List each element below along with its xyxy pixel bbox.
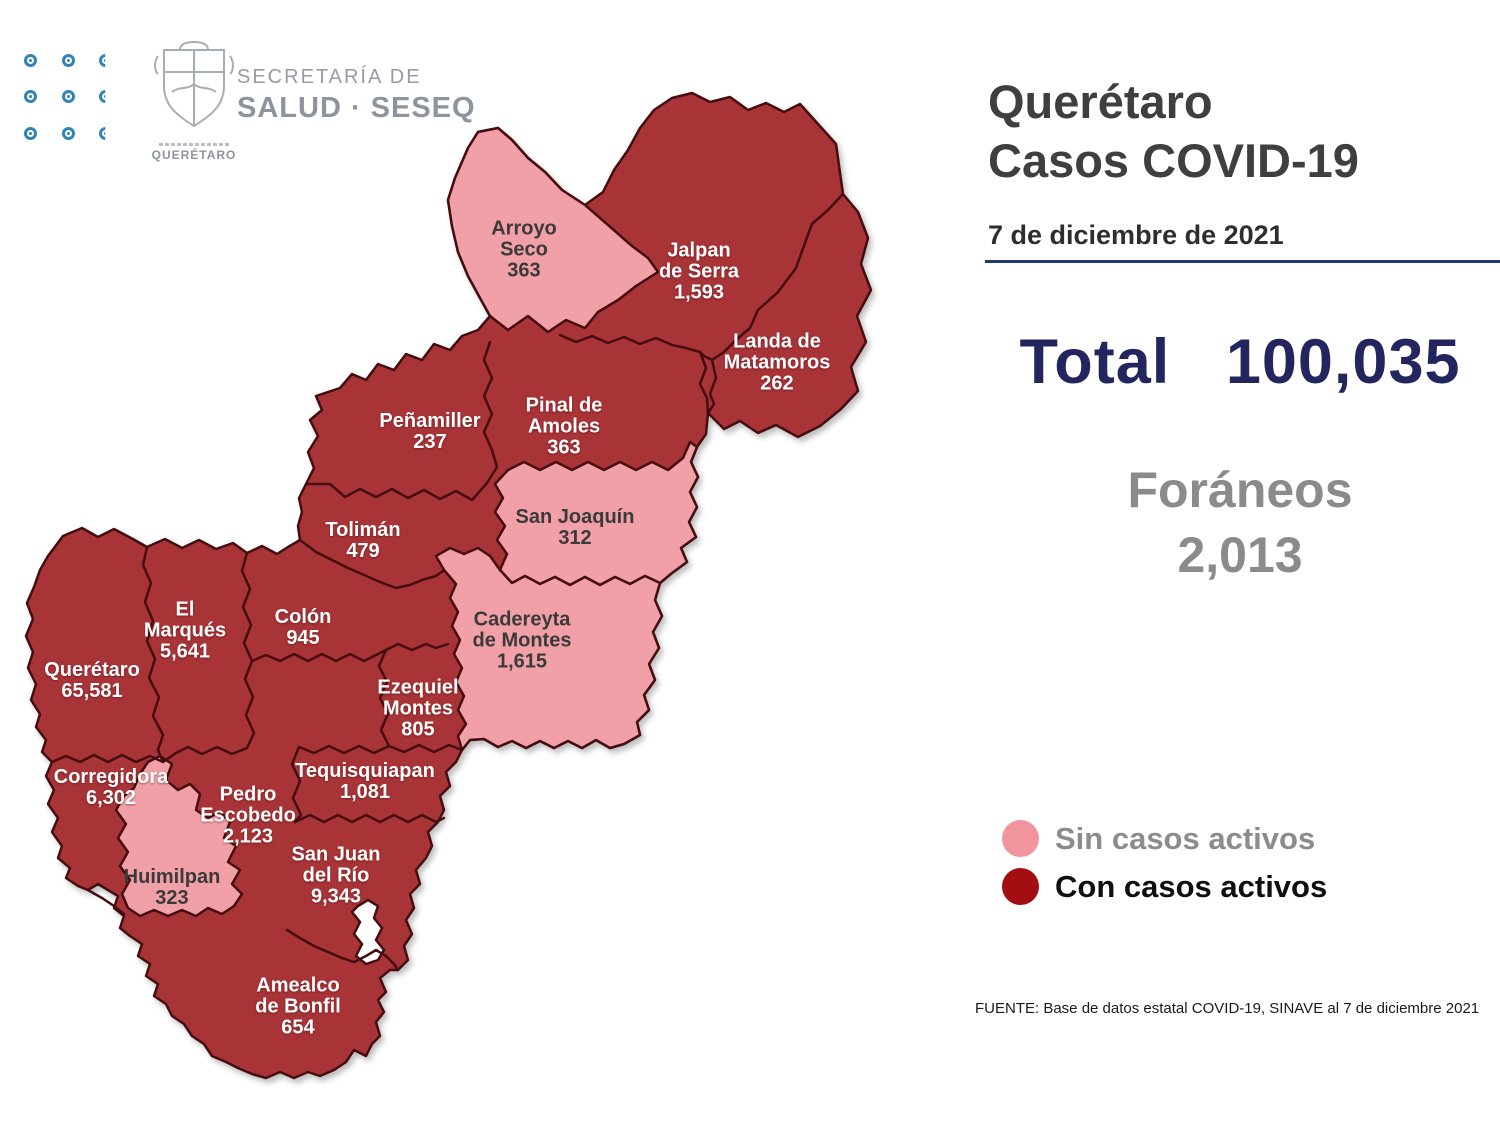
brand-wordmark: SECRETARÍA DE SALUD · SESEQ (237, 66, 476, 125)
legend-label-sin-casos: Sin casos activos (1055, 820, 1316, 856)
foraneos-label: Foráneos (1127, 462, 1353, 518)
logo-dot-icon (62, 127, 75, 140)
municipality-shape-san-joaquin (493, 440, 700, 587)
page-title-line2: Casos COVID-19 (988, 134, 1359, 188)
municipality-shape-arroyo-seco (446, 126, 660, 334)
legend-row-sin-casos: Sin casos activos (1002, 820, 1327, 857)
logo-dot-grid-icon (10, 44, 120, 144)
foraneos-value: 2,013 (1177, 527, 1303, 583)
total-label: Total (1019, 327, 1171, 397)
logo-dot-icon (99, 90, 106, 103)
legend-label-con-casos: Con casos activos (1055, 868, 1328, 904)
logo-dot-icon (62, 90, 75, 103)
state-shape (24, 91, 873, 1080)
logo-dot-icon (62, 54, 75, 67)
brand-line-small: SECRETARÍA DE (237, 66, 422, 88)
total-value: 100,035 (1225, 327, 1461, 397)
legend-row-con-casos: Con casos activos (1002, 868, 1327, 905)
municipal-borders (50, 192, 845, 972)
page-title: Querétaro Casos COVID-19 (988, 72, 1359, 190)
legend: Sin casos activos Con casos activos (1002, 820, 1327, 916)
logo-dot-icon (24, 127, 37, 140)
shield-icon (154, 40, 234, 128)
logo-dot-icon (99, 54, 106, 67)
queretaro-crest-logo: QUERÉTARO (148, 40, 240, 162)
map-white-notch (350, 898, 386, 966)
report-date: 7 de diciembre de 2021 (988, 220, 1284, 250)
municipality-shape-cadereyta-de-montes (434, 546, 664, 752)
crest-caption: QUERÉTARO (151, 148, 237, 162)
crest-tiny-text (159, 143, 229, 146)
logo-dot-icon (24, 54, 37, 67)
legend-dot-con-casos-icon (1002, 868, 1039, 905)
source-note: FUENTE: Base de datos estatal COVID-19, … (975, 1000, 1480, 1017)
logo-dot-icon (99, 127, 106, 140)
brand-line-large: SALUD · SESEQ (237, 92, 476, 124)
logo-dot-icon (24, 90, 37, 103)
municipality-shape-huimilpan (114, 754, 244, 918)
total-cases: Total 100,035 (985, 326, 1495, 398)
legend-dot-sin-casos-icon (1002, 820, 1039, 857)
divider-rule (985, 260, 1500, 263)
foraneos-block: Foráneos 2,013 (985, 458, 1495, 588)
page-title-line1: Querétaro (988, 75, 1213, 128)
